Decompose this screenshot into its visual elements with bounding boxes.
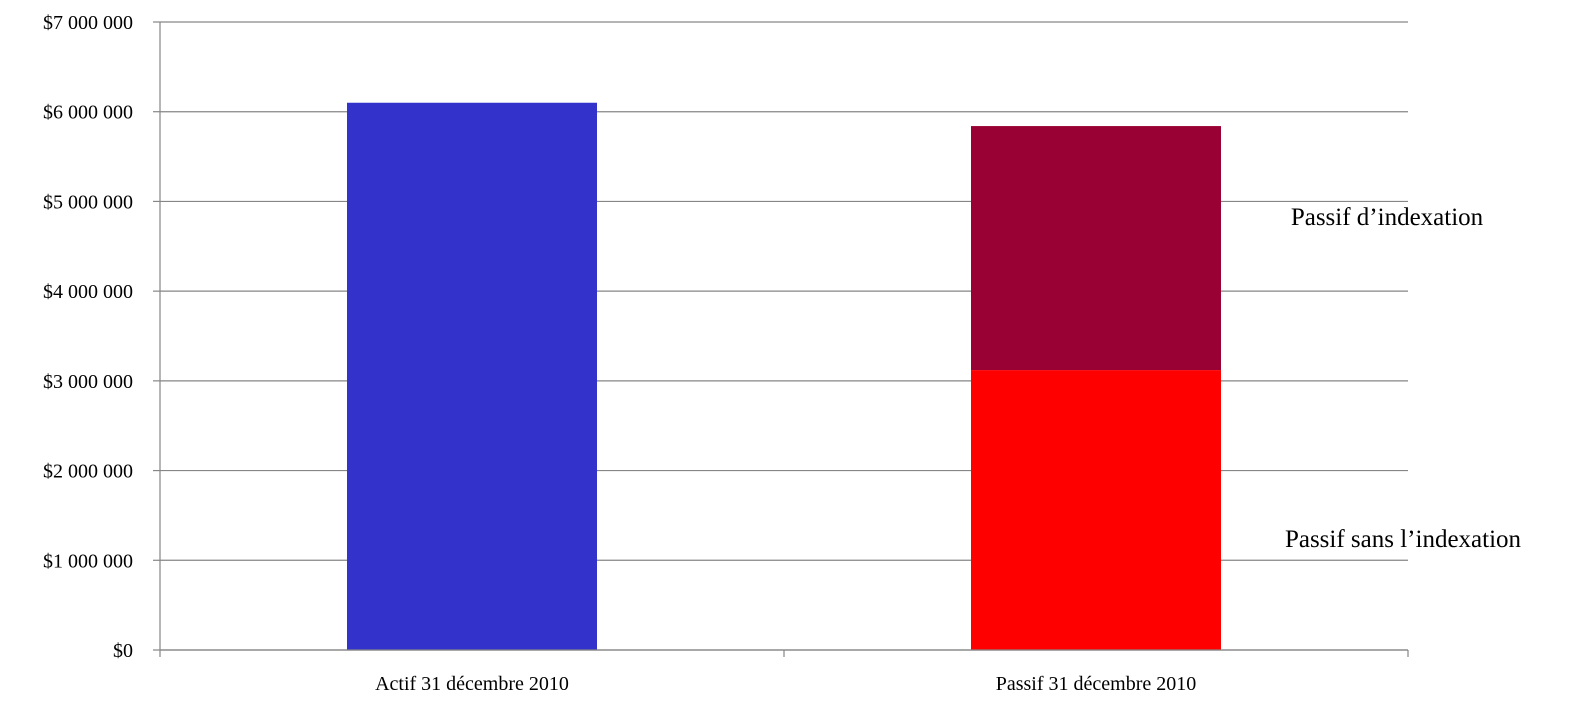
y-tick-label: $0 — [113, 640, 133, 662]
y-tick-label: $3 000 000 — [43, 371, 133, 393]
bar-passif_sans — [971, 370, 1221, 650]
bar-passif_indexation — [971, 126, 1221, 371]
x-tick-labels: Actif 31 décembre 2010 Passif 31 décembre… — [375, 673, 1196, 695]
bars — [347, 102, 1221, 650]
annotations: Passif d’indexation Passif sans l’indexat… — [1285, 204, 1522, 553]
y-tick-labels: $0 $1 000 000 $2 000 000 $3 000 000 $4 000 0… — [43, 12, 133, 662]
annotation-passif_sans: Passif sans l’indexation — [1285, 526, 1522, 553]
x-tick-label: Passif 31 décembre 2010 — [996, 673, 1197, 695]
axes — [153, 21, 1409, 657]
y-tick-label: $5 000 000 — [43, 191, 133, 213]
annotation-passif_indexation: Passif d’indexation — [1291, 204, 1484, 231]
y-tick-label: $4 000 000 — [43, 281, 133, 303]
y-tick-label: $6 000 000 — [43, 102, 133, 124]
y-tick-label: $7 000 000 — [43, 12, 133, 34]
bar-actif — [347, 102, 597, 650]
y-tick-label: $2 000 000 — [43, 461, 133, 483]
x-tick-label: Actif 31 décembre 2010 — [375, 673, 569, 695]
y-tick-label: $1 000 000 — [43, 550, 133, 572]
